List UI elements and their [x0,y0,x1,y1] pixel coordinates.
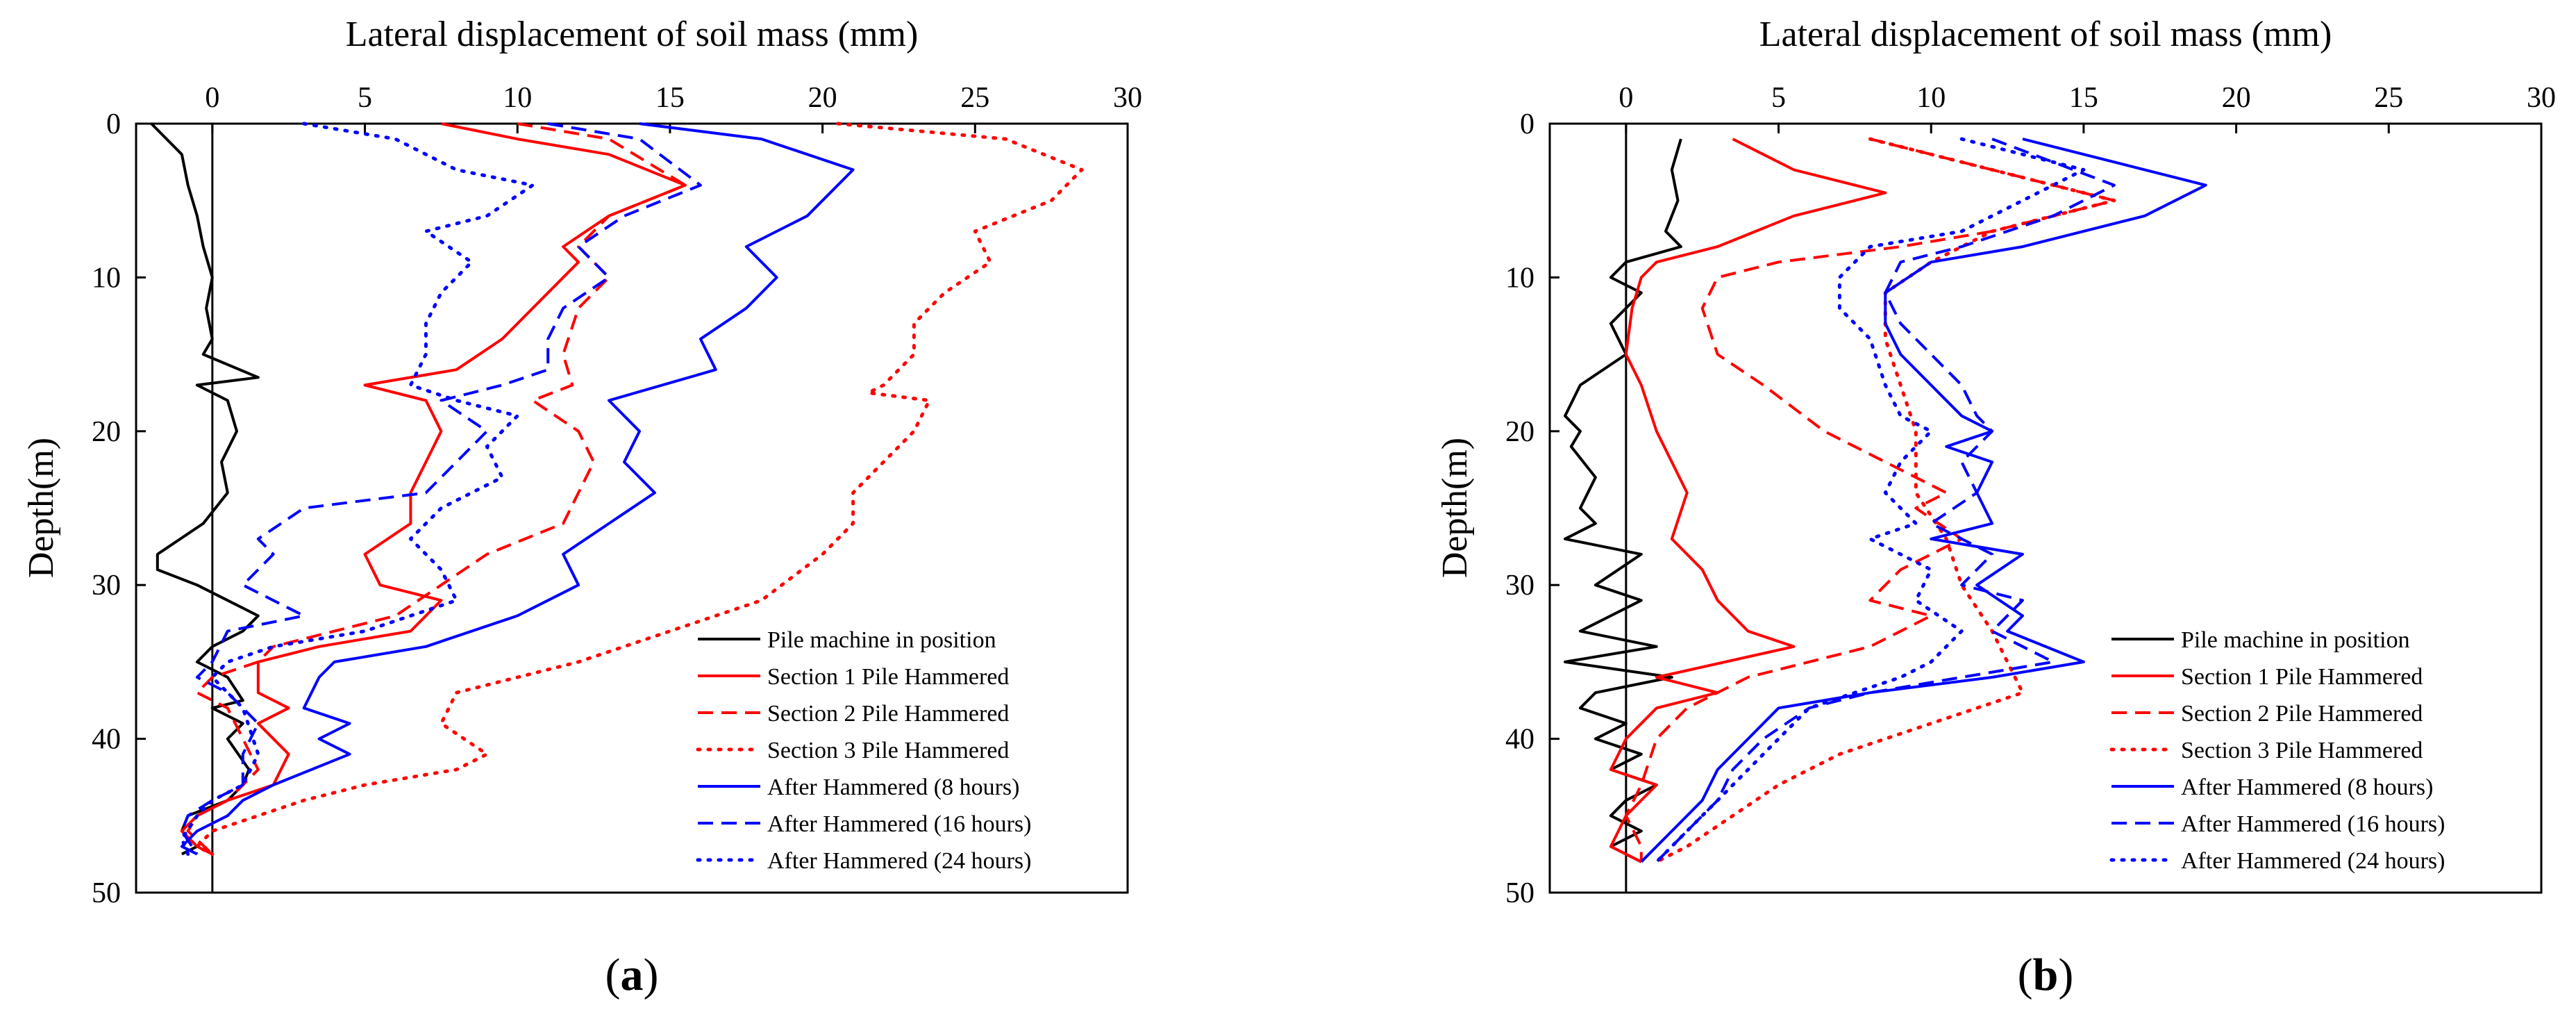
legend-label-b-1: Section 1 Pile Hammered [2181,664,2423,690]
x-tick-label-a-4: 20 [808,82,837,114]
tick-group-a: 0 5 10 15 20 25 30 0 10 20 30 40 50 [92,82,1142,909]
legend-label-a-4: After Hammered (8 hours) [767,775,1019,800]
series-line-b-0 [1564,138,1682,863]
y-tick-label-a-3: 30 [92,570,121,602]
x-tick-label-b-4: 20 [2222,82,2251,114]
x-tick-label-b-3: 15 [2069,82,2098,114]
legend-label-a-6: After Hammered (24 hours) [767,848,1031,874]
legend-label-a-1: Section 1 Pile Hammered [767,664,1009,690]
tick-group-b: 0 5 10 15 20 25 30 0 10 20 30 40 50 [1505,82,2556,909]
series-line-b-1 [1609,138,1887,863]
series-line-a-3 [195,122,1084,856]
x-tick-label-a-0: 0 [205,82,219,114]
legend-label-b-4: After Hammered (8 hours) [2181,775,2433,800]
y-tick-label-a-0: 0 [106,108,121,140]
x-tick-label-a-6: 30 [1113,82,1142,114]
y-tick-label-a-5: 50 [92,877,121,909]
legend-label-b-2: Section 2 Pile Hammered [2181,701,2423,727]
legend-label-b-3: Section 3 Pile Hammered [2181,738,2423,763]
legend-label-a-0: Pile machine in position [767,627,996,653]
series-line-a-5 [180,122,702,855]
legend-label-a-5: After Hammered (16 hours) [767,811,1031,837]
x-axis-title-a: Lateral displacement of soil mass (mm) [346,15,919,54]
y-tick-label-a-1: 10 [92,262,121,294]
series-group-a [150,122,1084,856]
y-axis-title-a: Depth(m) [22,438,61,578]
series-line-a-1 [180,122,687,856]
y-tick-label-b-4: 40 [1505,724,1534,756]
x-tick-label-b-0: 0 [1619,82,1633,114]
series-line-b-3 [1655,137,2116,864]
x-tick-label-a-5: 25 [960,82,989,114]
series-line-b-2 [1624,138,2116,862]
x-tick-label-a-1: 5 [358,82,372,114]
x-axis-title-b: Lateral displacement of soil mass (mm) [1759,15,2332,54]
legend-label-b-0: Pile machine in position [2181,627,2410,653]
plot-frame-b [1548,122,2543,894]
plot-frame-a [135,122,1129,894]
series-line-b-4 [1640,138,2207,863]
series-line-a-0 [150,122,260,856]
legend-b: Pile machine in position Section 1 Pile H… [2109,627,2445,874]
panel-label-a: (a) [605,950,659,1000]
series-line-b-6 [1655,137,2086,864]
y-tick-label-b-2: 20 [1505,416,1534,448]
legend-label-a-2: Section 2 Pile Hammered [767,701,1009,727]
x-tick-label-b-5: 25 [2374,82,2403,114]
series-line-a-4 [180,122,855,856]
x-tick-label-b-2: 10 [1916,82,1946,114]
y-tick-label-b-1: 10 [1505,262,1534,294]
legend-label-b-6: After Hammered (24 hours) [2181,848,2445,874]
series-line-a-6 [180,122,535,856]
series-group-b [1564,137,2207,864]
series-line-a-2 [186,122,687,856]
legend-label-a-3: Section 3 Pile Hammered [767,738,1009,763]
y-tick-label-a-2: 20 [92,416,121,448]
y-tick-label-b-0: 0 [1520,108,1534,140]
y-tick-label-a-4: 40 [92,724,121,756]
y-tick-label-b-3: 30 [1505,570,1534,602]
legend-label-b-5: After Hammered (16 hours) [2181,811,2445,837]
x-tick-label-a-2: 10 [503,82,532,114]
x-tick-label-a-3: 15 [655,82,685,114]
x-tick-label-b-6: 30 [2527,82,2556,114]
y-axis-title-b: Depth(m) [1435,438,1475,578]
panel-label-b: (b) [2018,950,2074,1000]
legend-a: Pile machine in position Section 1 Pile H… [696,627,1031,874]
chart-panel-a: Lateral displacement of soil mass (mm) D… [22,15,1142,1000]
x-tick-label-b-1: 5 [1771,82,1786,114]
chart-panel-b: Lateral displacement of soil mass (mm) D… [1435,15,2556,1000]
y-tick-label-b-5: 50 [1505,877,1534,909]
